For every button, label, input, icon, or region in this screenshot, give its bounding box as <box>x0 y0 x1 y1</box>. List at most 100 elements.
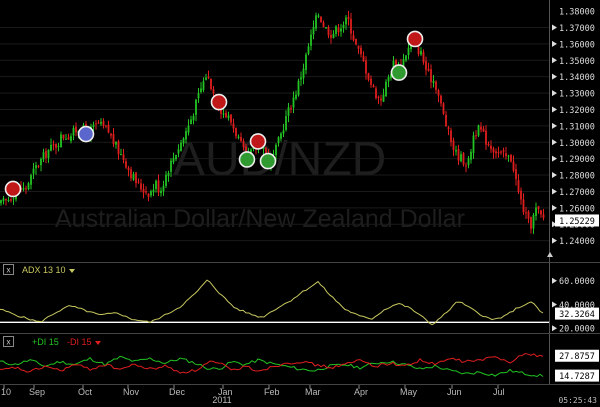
candle-down <box>67 137 70 140</box>
candle-up <box>35 165 37 169</box>
candle-down <box>102 121 105 126</box>
candle-down <box>235 127 237 137</box>
candle-up <box>30 175 32 185</box>
minus-di-label: -DI 15 <box>67 337 92 347</box>
candle-down <box>112 133 115 145</box>
candle-down <box>230 114 232 123</box>
signal-marker <box>4 180 22 198</box>
candle-up <box>155 180 157 190</box>
candle-up <box>160 190 162 194</box>
x-month-label: Apr <box>354 387 368 397</box>
tick-marker-icon <box>552 155 557 162</box>
signal-marker <box>249 133 267 150</box>
candle-down <box>290 108 292 110</box>
candle-down <box>55 143 57 148</box>
close-icon: x <box>7 338 11 347</box>
x-month-label: Jul <box>493 387 505 397</box>
candle-down <box>540 210 542 215</box>
candle-down <box>105 125 107 127</box>
candle-up <box>120 153 122 155</box>
x-month-label: Jan <box>218 387 233 397</box>
candle-down <box>482 128 485 132</box>
candle-down <box>530 217 532 229</box>
candle-down <box>465 165 467 167</box>
candle-up <box>332 33 335 38</box>
candle-up <box>40 158 42 166</box>
tick-marker-icon <box>552 221 557 228</box>
candle-up <box>132 174 135 180</box>
x-month-label: Nov <box>123 387 140 397</box>
price-tick-label: 1.32000 <box>559 106 595 116</box>
candle-up <box>70 136 72 141</box>
tick-marker-icon <box>552 24 557 31</box>
candle-up <box>100 122 102 124</box>
candle-down <box>417 41 420 55</box>
candle-down <box>457 149 460 161</box>
candle-down <box>5 199 7 201</box>
candle-up <box>420 51 422 55</box>
x-month-label: Dec <box>169 387 186 397</box>
candle-up <box>12 198 15 200</box>
candle-up <box>282 130 285 134</box>
candle-down <box>10 199 12 201</box>
candle-up <box>190 119 192 125</box>
candle-down <box>25 188 27 190</box>
candle-up <box>152 189 155 193</box>
candle-up <box>340 28 342 32</box>
candle-down <box>450 130 452 142</box>
candle-up <box>42 152 45 160</box>
candle-down <box>480 126 482 130</box>
candle-up <box>65 138 67 140</box>
candle-up <box>197 93 200 99</box>
candle-up <box>32 168 35 174</box>
candle-up <box>292 97 295 108</box>
last-price-label: 1.25229 <box>559 217 595 227</box>
candle-down <box>117 141 120 155</box>
candle-up <box>312 27 315 35</box>
candle-down <box>157 180 160 193</box>
adx-dropdown-icon[interactable] <box>69 269 75 273</box>
signal-marker <box>210 93 228 111</box>
candle-up <box>305 54 307 70</box>
candle-down <box>452 140 455 151</box>
candle-up <box>195 99 197 115</box>
candle-up <box>162 185 165 192</box>
candle-down <box>490 145 492 150</box>
x-month-label: Feb <box>264 387 280 397</box>
candle-down <box>542 214 545 218</box>
di-close-button[interactable]: x <box>3 336 14 347</box>
candle-down <box>147 193 150 197</box>
candle-up <box>532 214 535 229</box>
candle-down <box>512 161 515 171</box>
tick-marker-icon <box>552 57 557 64</box>
candle-down <box>505 153 507 157</box>
candle-up <box>177 149 180 154</box>
candle-up <box>382 94 385 102</box>
candle-down <box>475 135 477 137</box>
candle-down <box>497 152 500 154</box>
candle-up <box>277 137 280 144</box>
candle-up <box>285 116 287 130</box>
candle-up <box>385 81 387 97</box>
candle-up <box>222 113 225 115</box>
candle-down <box>142 189 145 193</box>
candle-down <box>487 144 490 146</box>
candle-up <box>307 46 310 54</box>
candle-up <box>470 151 472 160</box>
price-tick-label: 1.30000 <box>559 139 595 149</box>
tick-marker-icon <box>552 301 557 308</box>
adx-close-button[interactable]: x <box>3 264 14 275</box>
price-tick-label: 1.36000 <box>559 40 595 50</box>
scroll-up-icon[interactable] <box>547 252 553 257</box>
tick-marker-icon <box>552 204 557 211</box>
candle-up <box>507 155 510 157</box>
di-dropdown-icon[interactable] <box>95 341 101 345</box>
signal-marker <box>259 152 277 170</box>
candle-down <box>210 78 212 90</box>
candle-down <box>327 26 330 36</box>
candle-down <box>97 122 100 124</box>
candle-down <box>495 151 497 154</box>
candle-down <box>527 211 530 219</box>
plus-di-label: +DI 15 <box>32 337 59 347</box>
